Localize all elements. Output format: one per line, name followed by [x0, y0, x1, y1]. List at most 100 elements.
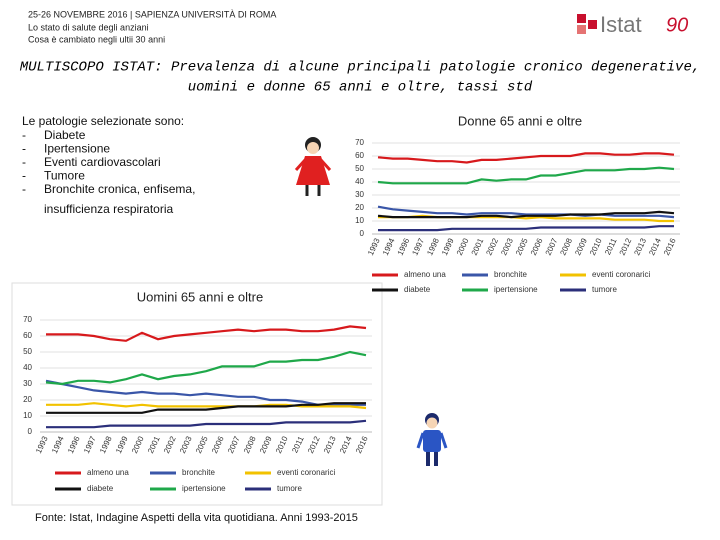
x-tick-label: 2001	[146, 434, 162, 454]
woman-icon	[294, 137, 332, 196]
y-tick-label: 0	[360, 229, 365, 238]
legend-label: almeno una	[87, 468, 129, 477]
x-tick-label: 1993	[34, 434, 50, 454]
y-tick-label: 50	[355, 164, 364, 173]
intro-bullet: -	[22, 128, 26, 142]
y-tick-label: 20	[355, 203, 364, 212]
y-tick-label: 40	[355, 177, 364, 186]
x-tick-label: 1996	[396, 236, 412, 256]
y-tick-label: 30	[23, 379, 32, 388]
x-tick-label: 2001	[470, 236, 486, 256]
legend-label: ipertensione	[182, 484, 226, 493]
x-tick-label: 2003	[499, 236, 515, 256]
data-line	[46, 402, 367, 410]
icon-face	[426, 417, 438, 429]
icon-arm	[294, 158, 307, 172]
x-tick-label: 1996	[66, 434, 82, 454]
intro-bullet: -	[22, 169, 26, 183]
chart-frame	[11, 282, 383, 506]
data-line	[46, 325, 367, 342]
x-tick-label: 2010	[588, 236, 604, 256]
y-tick-label: 60	[355, 151, 364, 160]
y-tick-label: 10	[23, 411, 32, 420]
y-tick-label: 0	[28, 427, 33, 436]
y-tick-label: 40	[23, 363, 32, 372]
icon-arm	[319, 158, 332, 172]
legend-label: tumore	[592, 285, 617, 294]
x-tick-label: 2002	[162, 434, 178, 454]
y-tick-label: 50	[23, 347, 32, 356]
legend-label: eventi coronarici	[277, 468, 335, 477]
icon-face	[307, 142, 319, 154]
intro-continuation: insufficienza respiratoria	[44, 202, 174, 216]
x-tick-label: 1999	[114, 434, 130, 454]
y-tick-label: 60	[23, 331, 32, 340]
x-tick-label: 2012	[306, 434, 322, 454]
x-tick-label: 1999	[440, 236, 456, 256]
x-tick-label: 1993	[366, 236, 382, 256]
legend-label: ipertensione	[494, 285, 538, 294]
x-tick-label: 1998	[425, 236, 441, 256]
x-tick-label: 2012	[618, 236, 634, 256]
intro-bullet: -	[22, 155, 26, 169]
intro-item: Eventi cardiovascolari	[44, 155, 161, 169]
x-tick-label: 2007	[544, 236, 560, 256]
header-line: Cosa è cambiato negli ultii 30 anni	[28, 34, 165, 44]
data-line	[45, 350, 367, 386]
data-line	[378, 225, 674, 232]
x-tick-label: 2008	[242, 434, 258, 454]
x-tick-label: 2007	[226, 434, 242, 454]
x-tick-label: 2014	[338, 434, 354, 454]
x-tick-label: 2003	[178, 434, 194, 454]
x-tick-label: 2013	[322, 434, 338, 454]
data-line	[377, 205, 675, 219]
y-tick-label: 10	[355, 216, 364, 225]
legend-label: bronchite	[494, 270, 527, 279]
logo: Istat 90	[577, 12, 688, 37]
logo-square	[588, 20, 597, 29]
man-icon	[416, 413, 448, 466]
x-tick-label: 2011	[603, 236, 619, 256]
logo-square	[577, 25, 586, 34]
intro-list: - Diabete - Ipertensione - Eventi cardiovasco…	[22, 128, 195, 196]
intro-item: Diabete	[44, 128, 86, 142]
x-tick-label: 2006	[529, 236, 545, 256]
data-line	[377, 210, 675, 219]
logo-number: 90	[666, 14, 688, 36]
legend-label: tumore	[277, 484, 302, 493]
x-tick-label: 1997	[82, 434, 98, 454]
logo-name: Istat	[600, 12, 642, 37]
intro-item: Tumore	[44, 169, 85, 183]
x-tick-label: 2010	[274, 434, 290, 454]
x-tick-label: 2008	[558, 236, 574, 256]
icon-arm	[416, 432, 425, 449]
y-tick-label: 70	[355, 138, 364, 147]
title-line: uomini e donne 65 anni e oltre, tassi st…	[188, 80, 533, 96]
x-tick-label: 1998	[98, 434, 114, 454]
x-tick-label: 1994	[50, 434, 66, 454]
x-tick-label: 2005	[194, 434, 210, 454]
x-tick-label: 2016	[354, 434, 370, 454]
intro-bullet: -	[22, 142, 26, 156]
x-tick-label: 2000	[130, 434, 146, 454]
x-tick-label: 2005	[514, 236, 530, 256]
y-tick-label: 70	[23, 315, 32, 324]
x-tick-label: 2009	[573, 236, 589, 256]
x-tick-label: 2014	[647, 236, 663, 256]
y-tick-label: 20	[23, 395, 32, 404]
chart-title: Donne 65 anni e oltre	[458, 113, 582, 128]
x-tick-label: 1997	[410, 236, 426, 256]
x-tick-label: 2000	[455, 236, 471, 256]
x-tick-label: 1994	[381, 236, 397, 256]
data-line	[46, 419, 367, 429]
data-line	[377, 166, 675, 185]
legend-label: eventi coronarici	[592, 270, 650, 279]
header-line: Lo stato di salute degli anziani	[28, 22, 149, 32]
footer: Fonte: Istat, Indagine Aspetti della vit…	[35, 512, 358, 524]
x-tick-label: 2011	[290, 434, 306, 454]
title-line: MULTISCOPO ISTAT: Prevalenza di alcune p…	[20, 60, 701, 76]
legend-label: bronchite	[182, 468, 215, 477]
intro-bullet: -	[22, 182, 26, 196]
